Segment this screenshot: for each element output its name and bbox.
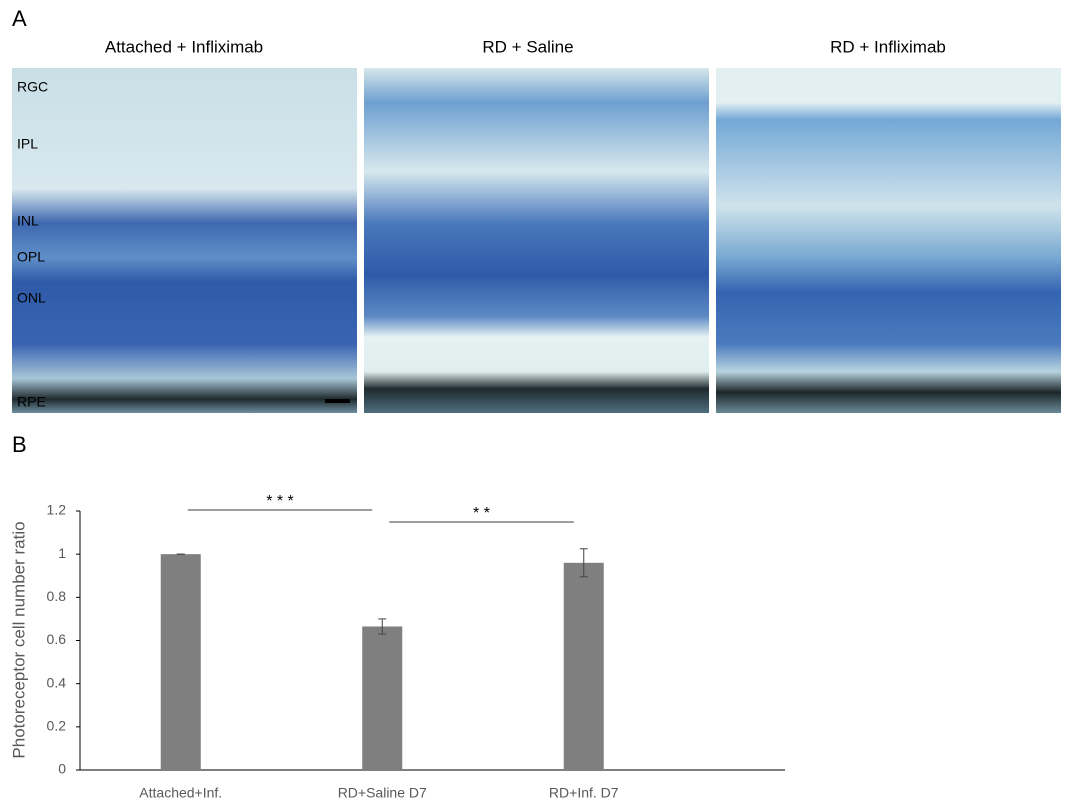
panel-label: B — [12, 432, 27, 457]
layer-label: IPL — [17, 136, 38, 152]
bar — [564, 563, 604, 770]
layer-label: OPL — [17, 249, 45, 265]
layer-label: RGC — [17, 79, 48, 95]
x-tick-label: Attached+Inf. — [139, 785, 222, 801]
y-tick-label: 0.2 — [47, 718, 67, 734]
image-title: RD + Saline — [482, 37, 573, 56]
panel-label: A — [12, 6, 27, 31]
y-tick-label: 1 — [58, 545, 66, 561]
layer-label: INL — [17, 213, 39, 229]
y-tick-label: 0 — [58, 761, 66, 777]
y-tick-label: 0.6 — [47, 631, 67, 647]
bar — [161, 554, 201, 770]
y-tick-label: 1.2 — [47, 502, 67, 518]
image-title: RD + Infliximab — [830, 37, 946, 56]
significance-label: * * * — [266, 493, 294, 510]
x-tick-label: RD+Saline D7 — [338, 785, 427, 801]
image-title: Attached + Infliximab — [105, 37, 263, 56]
significance-label: * * — [473, 505, 490, 522]
y-axis-label: Photoreceptor cell number ratio — [9, 521, 28, 758]
figure: A Attached + Infliximab RD + Saline RD +… — [0, 0, 1068, 801]
x-tick-label: RD+Inf. D7 — [549, 785, 619, 801]
y-tick-label: 0.4 — [47, 674, 67, 690]
micrograph — [12, 68, 357, 413]
bar — [362, 626, 402, 770]
layer-label: ONL — [17, 290, 46, 306]
micrograph — [716, 68, 1061, 413]
y-tick-label: 0.8 — [47, 588, 67, 604]
layer-label: RPE — [17, 394, 46, 410]
micrograph — [364, 68, 709, 413]
